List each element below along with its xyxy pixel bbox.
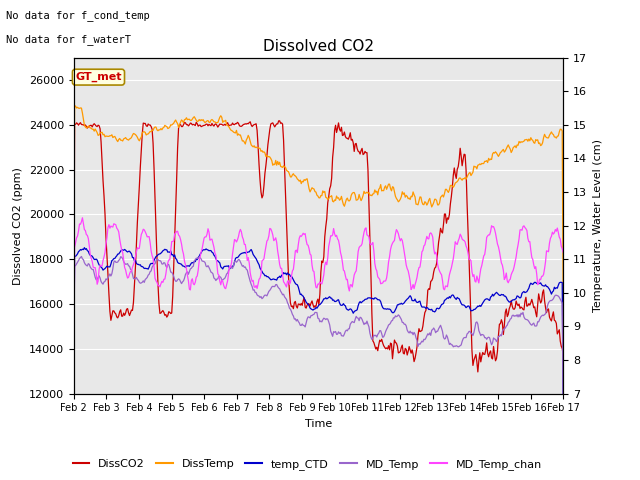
Legend: DissCO2, DissTemp, temp_CTD, MD_Temp, MD_Temp_chan: DissCO2, DissTemp, temp_CTD, MD_Temp, MD…	[68, 455, 546, 474]
MD_Temp	[306, 315, 314, 321]
MD_Temp	[335, 330, 343, 336]
DissTemp	[303, 176, 311, 181]
X-axis label: Time: Time	[305, 419, 332, 429]
DissTemp	[362, 190, 370, 196]
Text: No data for f_cond_temp: No data for f_cond_temp	[6, 10, 150, 21]
DissCO2	[70, 390, 77, 396]
MD_Temp_chan	[70, 454, 77, 459]
DissCO2	[559, 352, 567, 358]
MD_Temp	[70, 395, 77, 401]
DissTemp	[306, 189, 314, 195]
temp_CTD	[559, 406, 567, 412]
MD_Temp	[362, 321, 370, 327]
MD_Temp_chan	[362, 225, 370, 231]
MD_Temp	[548, 297, 556, 303]
DissTemp	[71, 103, 79, 108]
Line: DissCO2: DissCO2	[74, 121, 563, 393]
MD_Temp_chan	[306, 251, 314, 257]
DissTemp	[548, 131, 556, 137]
temp_CTD	[472, 305, 480, 311]
DissCO2	[548, 313, 556, 319]
Text: No data for f_waterT: No data for f_waterT	[6, 34, 131, 45]
Y-axis label: Temperature, Water Level (cm): Temperature, Water Level (cm)	[593, 139, 603, 312]
temp_CTD	[362, 296, 370, 302]
DissTemp	[559, 306, 567, 312]
DissCO2	[303, 302, 311, 308]
MD_Temp	[559, 420, 567, 426]
MD_Temp_chan	[472, 279, 480, 285]
MD_Temp_chan	[303, 242, 311, 248]
MD_Temp	[77, 253, 85, 259]
MD_Temp	[472, 320, 480, 325]
temp_CTD	[303, 300, 311, 306]
Line: DissTemp: DissTemp	[74, 106, 563, 309]
DissCO2	[306, 303, 314, 309]
temp_CTD	[548, 289, 556, 295]
MD_Temp_chan	[79, 215, 86, 221]
Line: MD_Temp_chan: MD_Temp_chan	[74, 218, 563, 456]
DissTemp	[335, 197, 343, 203]
MD_Temp_chan	[559, 250, 567, 255]
Text: GT_met: GT_met	[76, 72, 122, 82]
DissCO2	[362, 150, 370, 156]
DissCO2	[276, 118, 284, 124]
MD_Temp_chan	[548, 229, 556, 235]
MD_Temp	[303, 316, 311, 322]
Y-axis label: Dissolved CO2 (ppm): Dissolved CO2 (ppm)	[13, 167, 23, 285]
Title: Dissolved CO2: Dissolved CO2	[263, 39, 374, 54]
temp_CTD	[81, 245, 88, 251]
MD_Temp_chan	[335, 242, 343, 248]
DissTemp	[472, 164, 480, 169]
temp_CTD	[335, 300, 343, 306]
temp_CTD	[306, 305, 314, 311]
temp_CTD	[70, 388, 77, 394]
Line: MD_Temp: MD_Temp	[74, 256, 563, 423]
DissTemp	[70, 287, 77, 293]
Line: temp_CTD: temp_CTD	[74, 248, 563, 409]
DissCO2	[335, 126, 343, 132]
DissCO2	[472, 352, 480, 358]
